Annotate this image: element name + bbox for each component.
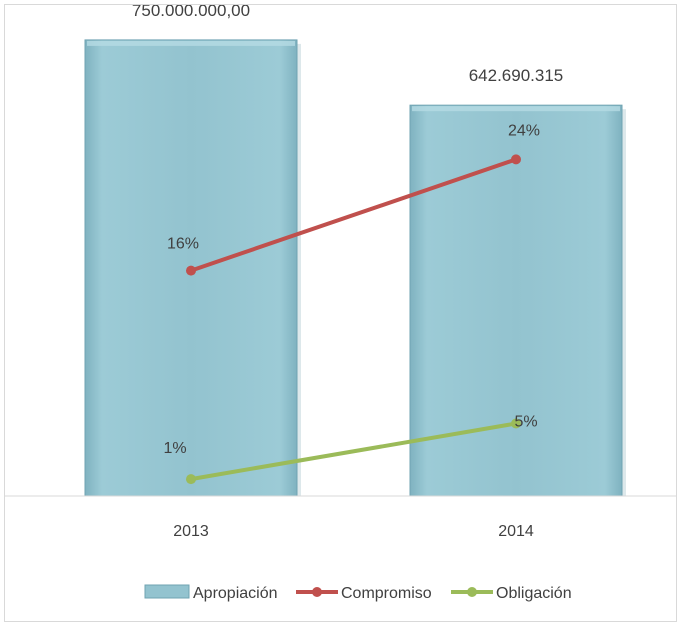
point-obligación (511, 418, 521, 429)
x-tick-label: 2014 (498, 523, 534, 540)
x-tick-label: 2013 (173, 523, 209, 540)
line-data-label: 1% (163, 440, 186, 457)
line-data-label: 16% (167, 236, 199, 253)
bar-data-label: 750.000.000,00 (132, 5, 250, 20)
chart-svg: 750.000.000,00 2013 642.690.315 2014 16% 24% 1… (5, 5, 676, 602)
legend-label: Obligación (496, 585, 572, 602)
legend: Apropiación Compromiso Obligación (144, 584, 572, 602)
lines-layer (186, 154, 521, 485)
legend-label: Compromiso (341, 585, 432, 602)
bar-data-label: 642.690.315 (469, 66, 564, 85)
legend-marker (467, 587, 477, 597)
labels-layer: 750.000.000,00 2013 642.690.315 2014 16% 24% 1… (132, 5, 563, 540)
legend-swatch-apropiacion (144, 584, 190, 599)
line-data-label: 5% (514, 414, 537, 431)
point-obligación (186, 474, 196, 485)
bars-layer (84, 39, 626, 497)
line-data-label: 24% (508, 122, 540, 139)
bar-bevel (87, 40, 295, 46)
bar-2014 (409, 104, 623, 497)
point-compromiso (511, 154, 521, 165)
point-compromiso (186, 265, 196, 276)
chart-frame: 750.000.000,00 2013 642.690.315 2014 16% 24% 1… (4, 4, 677, 622)
line-obligación (189, 421, 518, 482)
line-compromiso (189, 157, 518, 273)
legend-marker (312, 587, 322, 597)
legend-label: Apropiación (193, 585, 278, 602)
bar-bevel (412, 106, 620, 112)
